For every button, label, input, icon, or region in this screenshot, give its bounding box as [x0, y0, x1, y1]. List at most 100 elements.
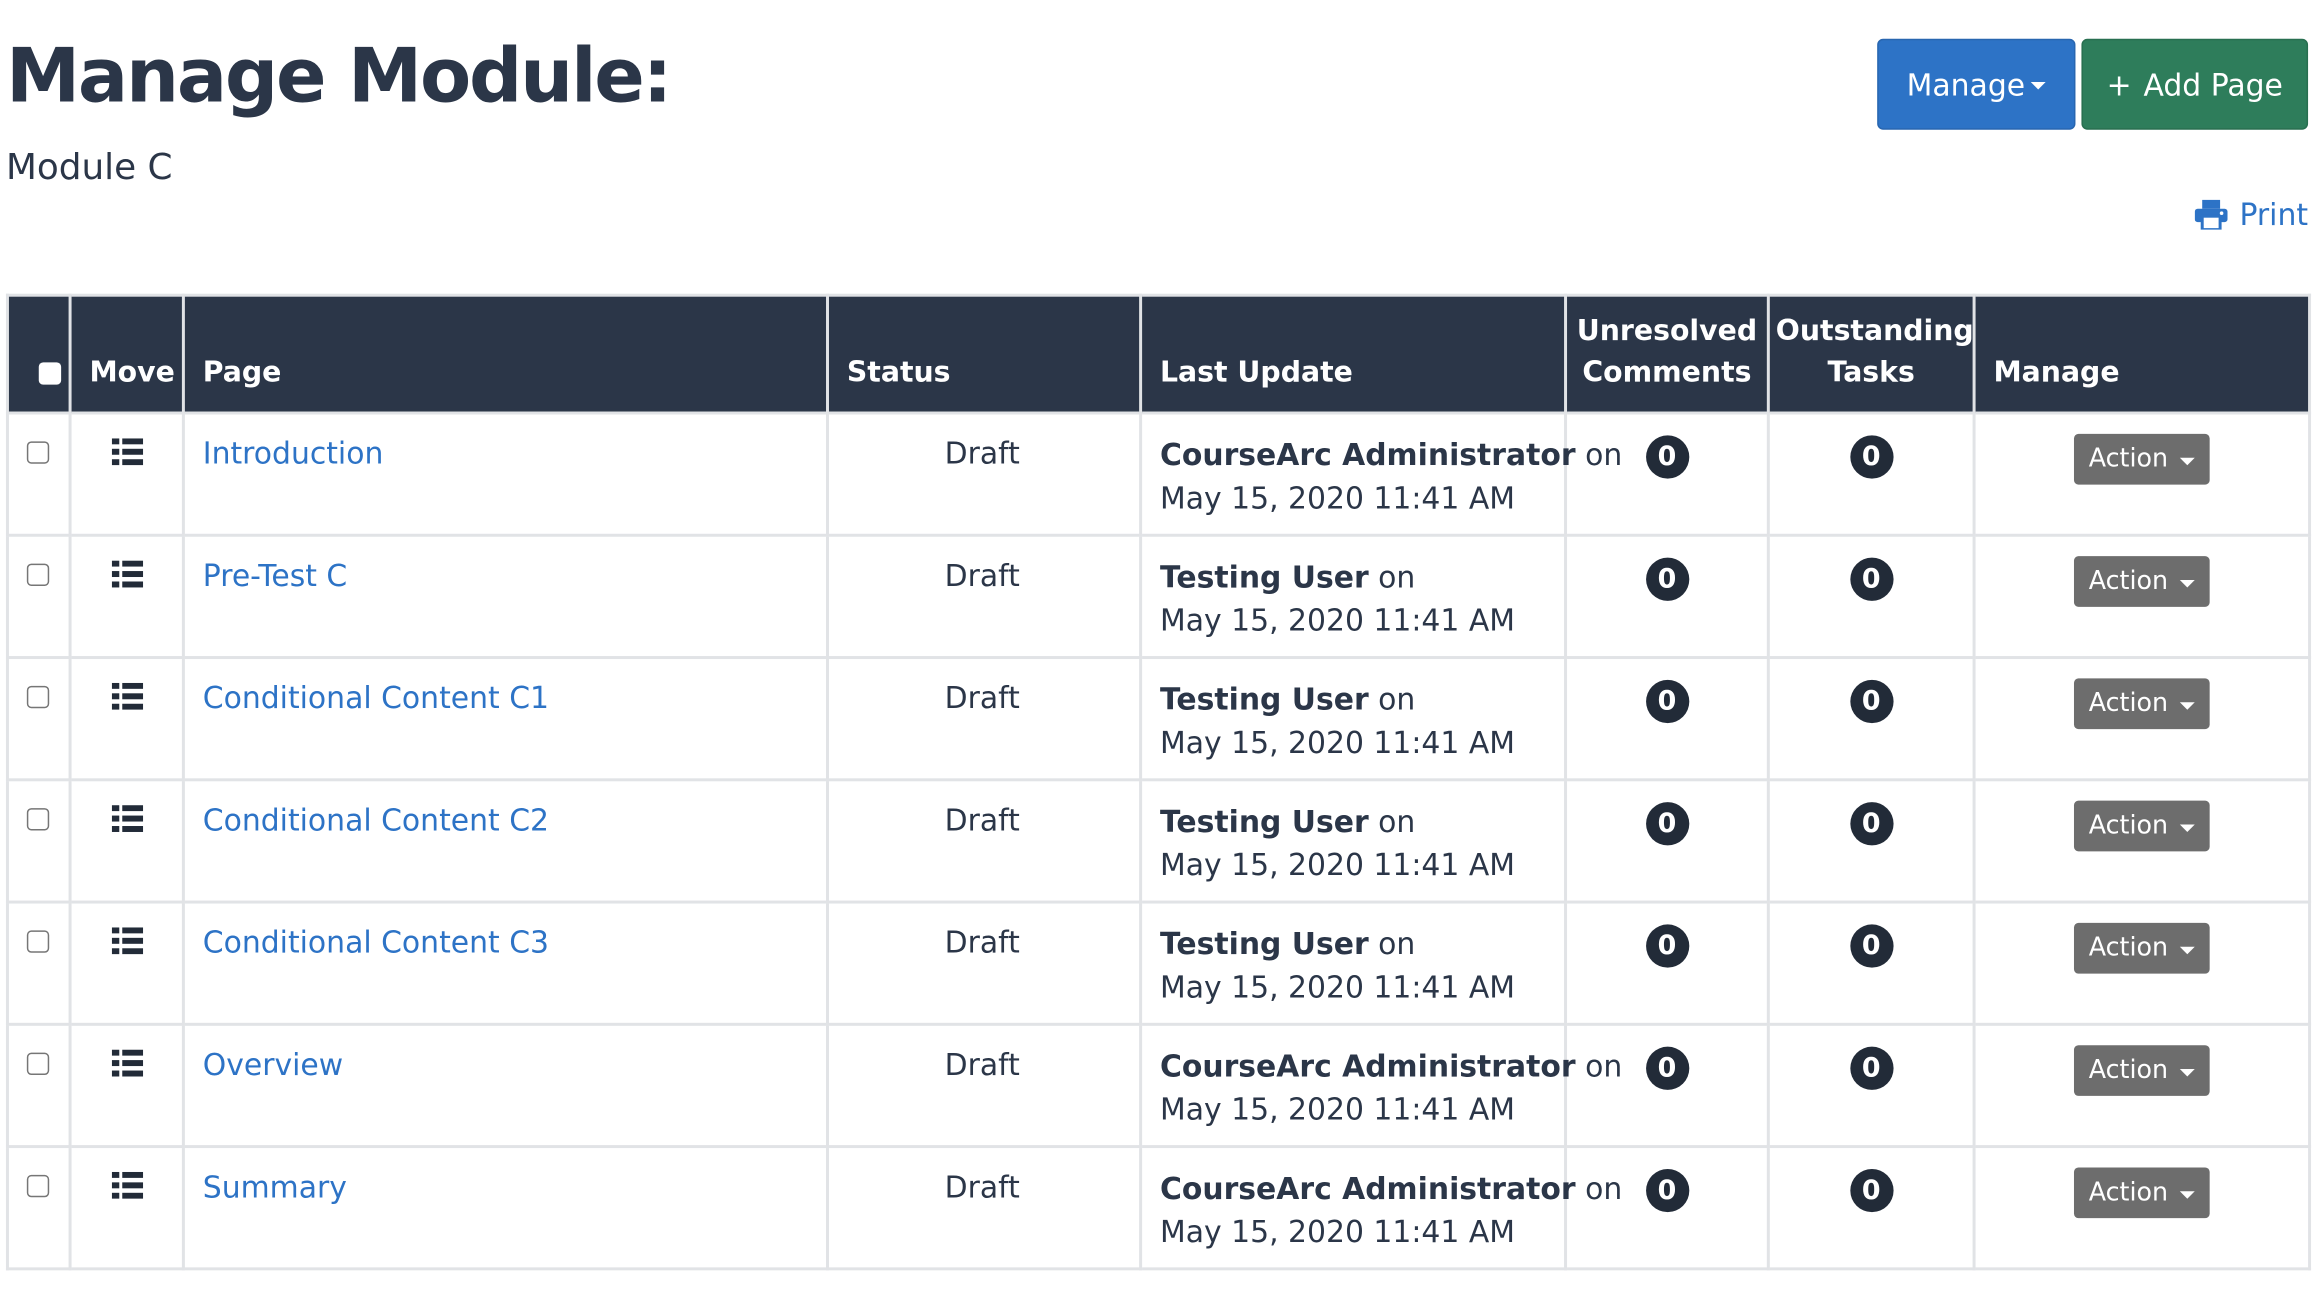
comments-cell: 0 — [1564, 900, 1770, 1026]
comments-cell: 0 — [1564, 1145, 1770, 1271]
move-cell — [68, 411, 185, 537]
manage-button-label: Manage — [1906, 66, 2026, 103]
updated-on-word: on — [1378, 803, 1416, 840]
manage-dropdown-button[interactable]: Manage — [1877, 38, 2076, 130]
page-title: Manage Module: — [5, 32, 672, 120]
module-pages-table: Move Page Status Last Update Unresolved … — [5, 293, 2312, 1271]
drag-list-icon[interactable] — [111, 1049, 143, 1077]
status-cell: Draft — [826, 1022, 1143, 1149]
tasks-cell: 0 — [1766, 656, 1976, 782]
updated-by: CourseArc Administrator — [1159, 436, 1576, 473]
table-row: Conditional Content C2 Draft Testing Use… — [5, 778, 2312, 904]
row-checkbox[interactable] — [26, 1174, 50, 1198]
last-update-cell: CourseArc Administrator on May 15, 2020 1… — [1139, 1145, 1622, 1271]
tasks-cell: 0 — [1766, 1145, 1976, 1271]
print-label: Print — [2239, 196, 2309, 233]
row-select-cell — [5, 411, 72, 537]
updated-date: May 15, 2020 11:41 AM — [1159, 724, 1515, 761]
column-header-outstanding-tasks: Outstanding Tasks — [1766, 293, 1976, 415]
tasks-count-badge: 0 — [1849, 802, 1893, 846]
drag-list-icon[interactable] — [111, 805, 143, 832]
printer-icon — [2194, 199, 2228, 230]
last-update-cell: CourseArc Administrator on May 15, 2020 1… — [1139, 411, 1622, 537]
comments-cell: 0 — [1564, 656, 1770, 782]
row-select-cell — [5, 1145, 72, 1271]
tasks-count-badge: 0 — [1849, 679, 1893, 724]
caret-down-icon — [2180, 823, 2195, 832]
comments-count-badge: 0 — [1645, 1168, 1689, 1213]
action-dropdown-button[interactable]: Action — [2073, 1167, 2210, 1219]
action-dropdown-button[interactable]: Action — [2073, 433, 2210, 485]
tasks-cell: 0 — [1766, 533, 1976, 660]
manage-cell: Action — [1972, 533, 2312, 660]
status-cell: Draft — [826, 778, 1143, 904]
row-checkbox[interactable] — [26, 1052, 50, 1076]
action-dropdown-button[interactable]: Action — [2073, 922, 2210, 974]
action-dropdown-button[interactable]: Action — [2073, 800, 2210, 852]
comments-count-badge: 0 — [1645, 679, 1689, 724]
page-cell: Overview — [181, 1022, 829, 1149]
page-link[interactable]: Conditional Content C3 — [202, 924, 549, 961]
comments-count-badge: 0 — [1645, 435, 1689, 479]
action-dropdown-button[interactable]: Action — [2073, 678, 2210, 730]
drag-list-icon[interactable] — [111, 927, 143, 955]
action-dropdown-button[interactable]: Action — [2073, 1045, 2210, 1096]
move-cell — [68, 1022, 185, 1149]
column-header-manage: Manage — [1972, 293, 2312, 415]
row-checkbox[interactable] — [26, 685, 50, 709]
updated-by: CourseArc Administrator — [1159, 1170, 1576, 1207]
row-checkbox[interactable] — [26, 563, 50, 586]
caret-down-icon — [2180, 946, 2195, 954]
tasks-count-badge: 0 — [1849, 557, 1893, 601]
caret-down-icon — [2180, 1190, 2195, 1199]
caret-down-icon — [2180, 701, 2195, 709]
comments-cell: 0 — [1564, 1022, 1770, 1149]
comments-count-badge: 0 — [1645, 924, 1689, 968]
row-select-cell — [5, 778, 72, 904]
select-all-header — [5, 293, 72, 415]
tasks-count-badge: 0 — [1849, 435, 1893, 479]
updated-date: May 15, 2020 11:41 AM — [1159, 602, 1515, 639]
drag-list-icon[interactable] — [111, 560, 143, 588]
select-all-checkbox[interactable] — [38, 362, 62, 385]
move-cell — [68, 900, 185, 1026]
tasks-count-badge: 0 — [1849, 924, 1893, 968]
updated-by: Testing User — [1159, 925, 1369, 962]
caret-down-icon — [2180, 579, 2195, 587]
tasks-cell: 0 — [1766, 411, 1976, 537]
page-link[interactable]: Introduction — [202, 435, 384, 472]
column-header-status: Status — [826, 293, 1143, 415]
column-header-page: Page — [181, 293, 829, 415]
table-row: Conditional Content C3 Draft Testing Use… — [5, 900, 2312, 1026]
page-link[interactable]: Conditional Content C1 — [202, 679, 549, 716]
drag-list-icon[interactable] — [111, 1171, 143, 1199]
column-header-unresolved-comments: Unresolved Comments — [1564, 293, 1770, 415]
move-cell — [68, 656, 185, 782]
move-cell — [68, 533, 185, 660]
page-link[interactable]: Conditional Content C2 — [202, 802, 549, 838]
action-label: Action — [2088, 933, 2169, 964]
caret-down-icon — [2180, 456, 2195, 465]
add-page-button-label: Add Page — [2143, 66, 2283, 103]
page-link[interactable]: Summary — [202, 1168, 347, 1205]
comments-cell: 0 — [1564, 533, 1770, 660]
drag-list-icon[interactable] — [111, 682, 143, 710]
drag-list-icon[interactable] — [111, 438, 143, 466]
row-checkbox[interactable] — [26, 808, 50, 831]
row-checkbox[interactable] — [26, 930, 50, 953]
manage-cell: Action — [1972, 778, 2312, 904]
table-row: Introduction Draft CourseArc Administrat… — [5, 411, 2312, 537]
manage-cell: Action — [1972, 411, 2312, 537]
updated-date: May 15, 2020 11:41 AM — [1159, 480, 1515, 516]
print-link[interactable]: Print — [2192, 194, 2308, 236]
page-link[interactable]: Pre-Test C — [202, 557, 348, 594]
row-checkbox[interactable] — [26, 441, 50, 464]
table-row: Pre-Test C Draft Testing User on May 15, … — [5, 533, 2312, 660]
page-cell: Conditional Content C3 — [181, 900, 829, 1026]
comments-cell: 0 — [1564, 778, 1770, 904]
add-page-button[interactable]: + Add Page — [2081, 38, 2309, 130]
action-dropdown-button[interactable]: Action — [2073, 556, 2210, 607]
page-link[interactable]: Overview — [202, 1046, 344, 1083]
